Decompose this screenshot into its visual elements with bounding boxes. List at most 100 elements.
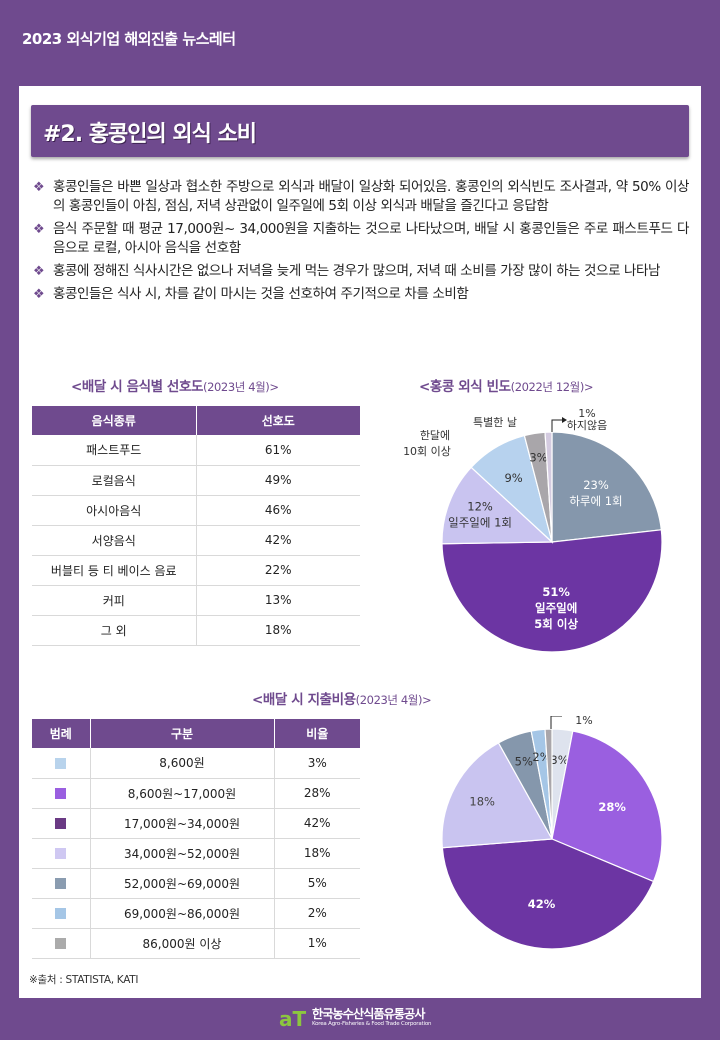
legend-cell <box>32 898 91 929</box>
range-cell: 69,000원~86,000원 <box>90 898 275 929</box>
legend-swatch <box>55 818 67 829</box>
slice-label: 9% <box>504 471 522 485</box>
diamond-bullet-icon: ❖ <box>33 264 45 279</box>
slice-label: 특별한 날 <box>473 416 517 429</box>
legend-swatch <box>55 788 67 799</box>
arrow-icon <box>562 417 567 423</box>
ratio-cell: 28% <box>274 778 360 809</box>
range-cell: 8,600원 <box>90 748 275 779</box>
food-type-cell: 서양음식 <box>32 525 197 556</box>
pie-slice <box>551 730 663 883</box>
dining-frequency-title: <홍콩 외식 빈도(2022년 12월)> <box>419 379 594 395</box>
preference-cell: 22% <box>196 555 360 586</box>
bullet-item: ❖ 홍콩인들은 식사 시, 차를 같이 마시는 것을 선호하여 주기적으로 차를 … <box>33 286 469 302</box>
food-pref-table: 음식종류 선호도 패스트푸드 61% 로컬음식 49% 아시아음식 46% 서양음식 42% 버… <box>32 406 360 646</box>
food-type-cell: 버블티 등 티 베이스 음료 <box>32 555 197 586</box>
slice-label: 28% <box>598 800 626 814</box>
range-cell: 86,000원 이상 <box>90 928 275 959</box>
ratio-cell: 18% <box>274 838 360 869</box>
col-header: 구분 <box>90 719 275 748</box>
bullet-item: ❖ 음식 주문할 때 평균 17,000원~ 34,000원을 지출하는 것으로 … <box>33 221 689 256</box>
preference-cell: 42% <box>196 525 360 556</box>
table-row: 34,000원~52,000원 18% <box>32 838 360 869</box>
range-cell: 8,600원~17,000원 <box>90 778 275 809</box>
food-type-cell: 그 외 <box>32 615 197 646</box>
slice-label: 18% <box>469 795 495 809</box>
preference-cell: 18% <box>196 615 360 646</box>
ratio-cell: 2% <box>274 898 360 929</box>
org-name: 한국농수산식품유통공사 <box>312 1007 425 1021</box>
range-cell: 34,000원~52,000원 <box>90 838 275 869</box>
pie-slice <box>441 742 553 849</box>
ratio-cell: 42% <box>274 808 360 839</box>
leader-line <box>550 716 562 729</box>
diamond-bullet-icon: ❖ <box>33 287 45 302</box>
preference-cell: 13% <box>196 585 360 616</box>
diamond-bullet-icon: ❖ <box>33 222 45 237</box>
spending-table: 범례 구분 비율 8,600원 3% 8,600원~17,000원 28% 17,000… <box>32 719 360 959</box>
slice-label: 1% <box>575 716 592 727</box>
ratio-cell: 1% <box>274 928 360 959</box>
diamond-bullet-icon: ❖ <box>33 180 45 195</box>
legend-cell <box>32 808 91 839</box>
table-row: 52,000원~69,000원 5% <box>32 868 360 899</box>
table-row: 패스트푸드 61% <box>32 435 360 466</box>
legend-swatch <box>55 757 67 769</box>
legend-cell <box>32 868 91 899</box>
ratio-cell: 5% <box>274 868 360 899</box>
pie-slice <box>441 529 663 653</box>
food-type-cell: 로컬음식 <box>32 465 197 496</box>
preference-cell: 46% <box>196 495 360 526</box>
table-row: 17,000원~34,000원 42% <box>32 808 360 839</box>
food-type-cell: 커피 <box>32 585 197 616</box>
slice-label: 42% <box>528 897 556 911</box>
col-header: 비율 <box>274 719 360 748</box>
pie-slice <box>441 838 655 950</box>
legend-swatch <box>55 878 67 889</box>
bullet-list: ❖ 홍콩인들은 바쁜 일상과 협소한 주방으로 외식과 배달이 일상화 되어있음.… <box>33 178 689 308</box>
legend-swatch <box>55 848 67 859</box>
food-type-cell: 아시아음식 <box>32 495 197 526</box>
table-row: 8,600원~17,000원 28% <box>32 778 360 809</box>
col-header: 범례 <box>32 719 91 748</box>
slice-label: 5회 이상 <box>534 617 578 631</box>
slice-label: 일주일에 1회 <box>448 516 512 530</box>
bullet-item: ❖ 홍콩에 정해진 식사시간은 없으나 저녁을 늦게 먹는 경우가 많으며, 저녁… <box>33 263 661 279</box>
section-title: #2. 홍콩인의 외식 소비 <box>43 122 257 147</box>
range-cell: 52,000원~69,000원 <box>90 868 275 899</box>
preference-cell: 61% <box>196 435 360 466</box>
section-heading: #2. 홍콩인의 외식 소비 <box>31 105 689 157</box>
legend-swatch <box>55 908 67 919</box>
table-row: 아시아음식 46% <box>32 495 360 526</box>
legend-cell <box>32 928 91 959</box>
org-logo: aT 한국농수산식품유통공사 Korea Agro-Fisheries & Fo… <box>278 1004 448 1032</box>
table-row: 커피 13% <box>32 585 360 616</box>
legend-cell <box>32 748 91 779</box>
slice-label: 하루에 1회 <box>569 494 622 508</box>
slice-label: 51% <box>542 585 570 599</box>
slice-label: 1% <box>578 407 595 420</box>
svg-text:aT: aT <box>279 1007 306 1031</box>
content-page: #2. 홍콩인의 외식 소비 ❖ 홍콩인들은 바쁜 일상과 협소한 주방으로 외식… <box>19 86 701 998</box>
table-row: 서양음식 42% <box>32 525 360 556</box>
range-cell: 17,000원~34,000원 <box>90 808 275 839</box>
slice-label: 12% <box>467 500 493 514</box>
table-row: 8,600원 3% <box>32 748 360 779</box>
legend-cell <box>32 838 91 869</box>
leader-line <box>551 419 562 432</box>
slice-label: 3% <box>529 450 547 464</box>
food-type-cell: 패스트푸드 <box>32 435 197 466</box>
at-logo-icon: aT <box>279 1007 306 1031</box>
table-row: 버블티 등 티 베이스 음료 22% <box>32 555 360 586</box>
col-header: 선호도 <box>196 406 360 435</box>
legend-swatch <box>55 938 67 949</box>
ratio-cell: 3% <box>274 748 360 779</box>
preference-cell: 49% <box>196 465 360 496</box>
slice-label: 하지않음 <box>567 418 607 432</box>
spending-pie-chart: 3%28%42%18%5% 2%1% <box>441 716 663 950</box>
col-header: 음식종류 <box>32 406 197 435</box>
pie-slice <box>441 466 554 545</box>
food-pref-title: <배달 시 음식별 선호도(2023년 4월)> <box>71 379 279 395</box>
table-row: 로컬음식 49% <box>32 465 360 496</box>
pie-slice <box>551 431 662 543</box>
